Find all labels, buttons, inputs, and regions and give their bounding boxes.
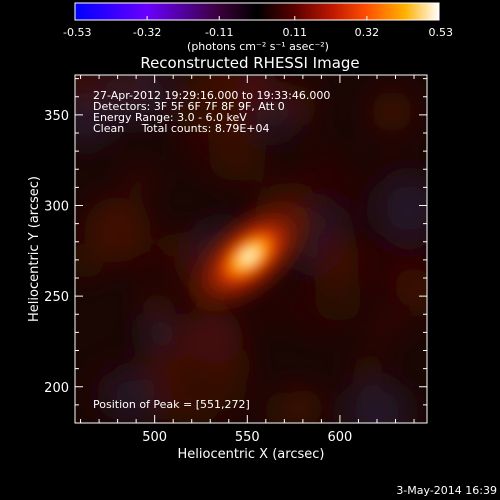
colorbar-tick-label: -0.11	[205, 26, 233, 39]
heatmap-noise-blob	[75, 91, 115, 148]
heatmap-source-contour	[243, 251, 255, 262]
annotation-detectors: Detectors: 3F 5F 6F 7F 8F 9F, Att 0	[93, 100, 285, 113]
colorbar-tick-label: -0.53	[63, 26, 91, 39]
heatmap-noise-blob	[120, 75, 149, 102]
colorbar-ticks: -0.53 -0.32 -0.11 0.11 0.32 0.53	[63, 16, 453, 39]
heatmap-noise-blob	[127, 168, 154, 194]
colorbar-gradient	[74, 2, 440, 21]
colorbar-tick-label: 0.11	[283, 26, 308, 39]
heatmap-noise-blob	[250, 290, 287, 327]
heatmap-noise-blob	[299, 146, 350, 197]
heatmap-noise-blob	[372, 313, 399, 340]
footer-date: 3-May-2014 16:39	[396, 484, 497, 497]
heatmap-noise-blob	[344, 379, 410, 423]
axis-ticks: 500 550 600 200 250 300 350	[44, 75, 427, 445]
heatmap-noise-blob	[375, 175, 427, 241]
colorbar: -0.53 -0.32 -0.11 0.11 0.32 0.53 (photons cm⁻…	[63, 2, 453, 53]
plot-frame	[74, 74, 428, 424]
annotation-peak-position: Position of Peak = [551,272]	[93, 398, 250, 411]
plot-area: 500 550 600 200 250 300 350	[44, 74, 428, 445]
chart-title: Reconstructed RHESSI Image	[140, 54, 359, 72]
heatmap-noise-blob	[264, 392, 301, 423]
heatmap-noise-blob	[126, 239, 165, 278]
x-tick-label: 500	[142, 430, 167, 445]
annotation-energy-range: Energy Range: 3.0 - 6.0 keV	[93, 111, 247, 124]
y-tick-label: 350	[44, 109, 69, 124]
plot-annotations: 27-Apr-2012 19:29:16.000 to 19:33:46.000…	[93, 89, 330, 411]
heatmap-noise-blob	[352, 353, 383, 384]
heatmap-noise-blob	[394, 267, 427, 307]
heatmap-noise-blob	[224, 141, 267, 184]
colorbar-tick-label: -0.32	[133, 26, 161, 39]
heatmap-noise-blob	[370, 90, 413, 133]
heatmap-noise-blob	[183, 307, 242, 366]
heatmap-source	[188, 201, 310, 312]
heatmap-noise-blob	[138, 313, 176, 352]
y-axis-label: Heliocentric Y (arcsec)	[27, 176, 42, 322]
heatmap-noise-blob	[75, 243, 104, 280]
colorbar-tick-label: 0.32	[355, 26, 380, 39]
heatmap-noise-blob	[180, 129, 222, 171]
heatmap-noise-blob	[313, 234, 361, 283]
x-tick-label: 550	[235, 430, 260, 445]
y-tick-label: 300	[44, 200, 69, 215]
heatmap-image	[75, 75, 427, 423]
colorbar-tick-label: 0.53	[429, 26, 454, 39]
heatmap-noise-blob	[105, 369, 157, 421]
y-tick-label: 250	[44, 290, 69, 305]
heatmap-background-noise	[75, 75, 427, 423]
heatmap-noise-blob	[254, 97, 296, 139]
x-tick-label: 600	[328, 430, 353, 445]
annotation-time-range: 27-Apr-2012 19:29:16.000 to 19:33:46.000	[93, 89, 330, 102]
heatmap-noise-blob	[197, 361, 247, 411]
colorbar-units-label: (photons cm⁻² s⁻¹ asec⁻²)	[187, 40, 329, 53]
heatmap-noise-blob	[203, 88, 237, 122]
heatmap-noise-blob	[289, 273, 352, 336]
x-axis-label: Heliocentric X (arcsec)	[178, 447, 325, 462]
annotation-clean-counts: Clean Total counts: 8.79E+04	[93, 122, 270, 135]
heatmap-noise-blob	[377, 154, 404, 180]
y-tick-label: 200	[44, 381, 69, 396]
